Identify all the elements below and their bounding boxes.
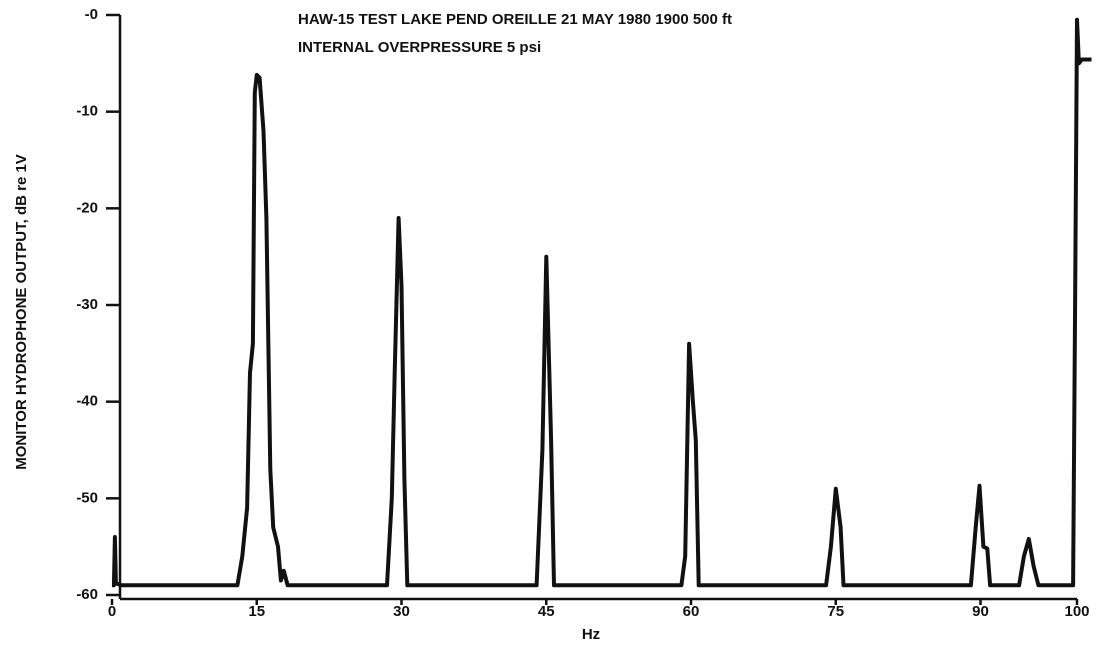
- y-axis-label: MONITOR HYDROPHONE OUTPUT, dB re 1V: [13, 154, 30, 470]
- y-tick-label: -20: [76, 199, 98, 216]
- y-tick-label: -50: [76, 489, 98, 506]
- y-tick-label: -0: [85, 6, 98, 23]
- x-tick-label: 30: [393, 603, 410, 620]
- x-tick-label: 100: [1064, 603, 1089, 620]
- y-tick-label: -10: [76, 103, 98, 120]
- x-tick-label: 90: [972, 603, 989, 620]
- x-tick-label: 75: [827, 603, 844, 620]
- x-tick-label: 15: [248, 603, 265, 620]
- y-tick-label: -60: [76, 586, 98, 603]
- spectrum-line: [111, 17, 1092, 588]
- y-tick-label: -30: [76, 296, 98, 313]
- x-axis-label: Hz: [582, 626, 600, 643]
- chart-title: HAW-15 TEST LAKE PEND OREILLE 21 MAY 198…: [298, 11, 732, 28]
- y-tick-label: -40: [76, 393, 98, 410]
- x-tick-label: 0: [108, 603, 116, 620]
- chart-subtitle: INTERNAL OVERPRESSURE 5 psi: [298, 39, 541, 56]
- x-tick-label: 45: [538, 603, 555, 620]
- x-tick-label: 60: [683, 603, 700, 620]
